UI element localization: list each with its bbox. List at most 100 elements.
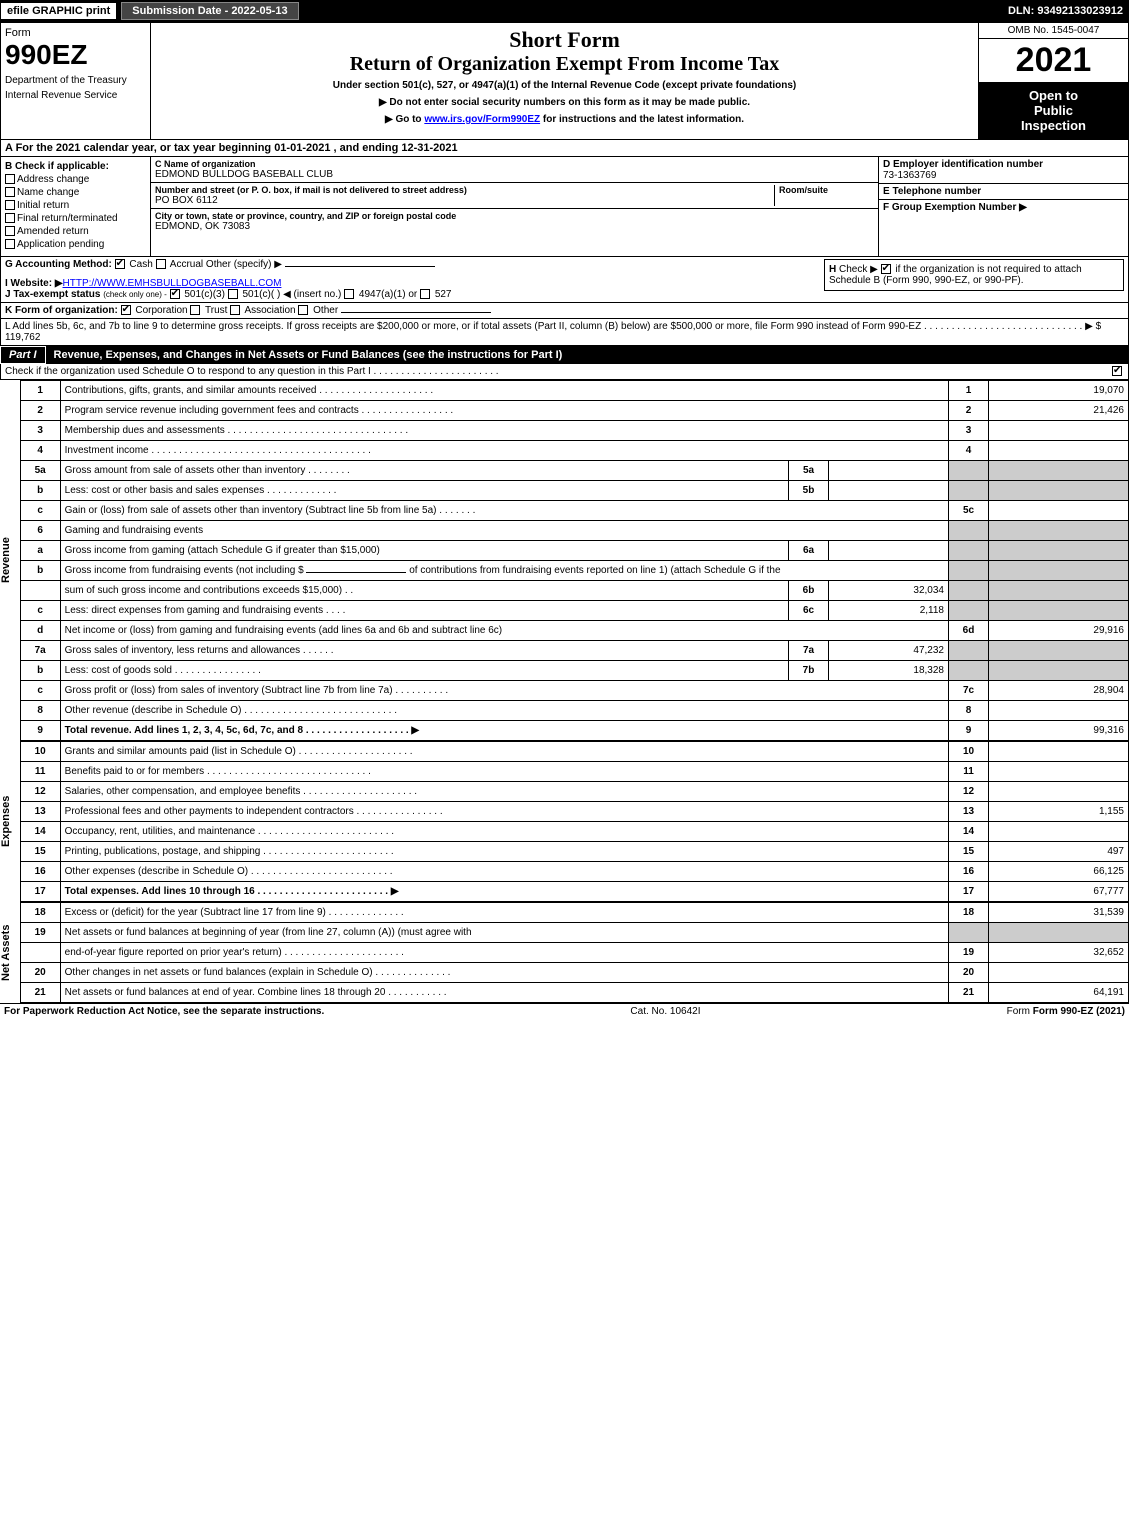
- grey-cell: [949, 923, 989, 943]
- line-rval: 29,916: [989, 621, 1129, 641]
- check-item-label: Name change: [17, 187, 79, 198]
- line-5c: cGain or (loss) from sale of assets othe…: [20, 501, 1128, 521]
- irs-link[interactable]: www.irs.gov/Form990EZ: [424, 114, 540, 125]
- line-rval: [989, 501, 1129, 521]
- line-8: 8Other revenue (describe in Schedule O) …: [20, 701, 1128, 721]
- line-subval: [829, 481, 949, 501]
- line-rnum: 21: [949, 983, 989, 1003]
- line-desc: Other changes in net assets or fund bala…: [60, 963, 948, 983]
- line-rval: [989, 441, 1129, 461]
- section-ghij: G Accounting Method: Cash Accrual Other …: [0, 257, 1129, 303]
- grey-cell: [989, 601, 1129, 621]
- line-rval: 66,125: [989, 862, 1129, 882]
- check-item-label: Final return/terminated: [17, 213, 118, 224]
- checkbox-501c3-icon[interactable]: [170, 289, 180, 299]
- checkbox-icon[interactable]: [5, 239, 15, 249]
- line-6b-1: bGross income from fundraising events (n…: [20, 561, 1128, 581]
- header-center: Short Form Return of Organization Exempt…: [151, 23, 978, 139]
- line-rval: [989, 963, 1129, 983]
- line-desc: Less: cost of goods sold . . . . . . . .…: [60, 661, 788, 681]
- blank-line: [306, 572, 406, 573]
- checkbox-assoc-icon[interactable]: [230, 305, 240, 315]
- org-name: EDMOND BULLDOG BASEBALL CLUB: [155, 169, 874, 180]
- line-rnum: 5c: [949, 501, 989, 521]
- b-label: B: [5, 161, 12, 172]
- line-rnum: 20: [949, 963, 989, 983]
- efile-label: efile GRAPHIC print: [0, 2, 117, 20]
- city-row: City or town, state or province, country…: [151, 209, 878, 234]
- tax-year: 2021: [979, 39, 1128, 82]
- telephone-label: E Telephone number: [883, 186, 1124, 197]
- line-rval: [989, 782, 1129, 802]
- check-item-label: Address change: [17, 174, 89, 185]
- line-rval: 19,070: [989, 381, 1129, 401]
- line-num: c: [20, 601, 60, 621]
- line-num-empty: [20, 581, 60, 601]
- checkbox-schedule-o-icon[interactable]: [1112, 366, 1122, 376]
- line-rval: [989, 701, 1129, 721]
- grey-cell: [949, 481, 989, 501]
- checkbox-icon[interactable]: [5, 187, 15, 197]
- open2: Public: [985, 103, 1122, 118]
- line-sub: 7a: [789, 641, 829, 661]
- open3: Inspection: [985, 118, 1122, 133]
- checkbox-accrual-icon[interactable]: [156, 259, 166, 269]
- line-rval: [989, 762, 1129, 782]
- checkbox-501c-icon[interactable]: [228, 289, 238, 299]
- part1-subtext: Check if the organization used Schedule …: [5, 366, 499, 377]
- line-desc: Printing, publications, postage, and shi…: [60, 842, 948, 862]
- line-rnum: 9: [949, 721, 989, 741]
- k-opt2: Trust: [205, 305, 227, 316]
- footer-form-ref: Form 990-EZ (2021): [1033, 1006, 1125, 1017]
- section-h: H Check ▶ if the organization is not req…: [824, 259, 1124, 291]
- line-2: 2Program service revenue including gover…: [20, 401, 1128, 421]
- line-rnum: 17: [949, 882, 989, 902]
- checkbox-icon[interactable]: [5, 200, 15, 210]
- line-sub: 6b: [789, 581, 829, 601]
- checkbox-icon[interactable]: [5, 226, 15, 236]
- line-desc: Gross income from fundraising events (no…: [60, 561, 948, 581]
- line-sub: 6a: [789, 541, 829, 561]
- checkbox-527-icon[interactable]: [420, 289, 430, 299]
- checkbox-icon[interactable]: [5, 174, 15, 184]
- line-desc: Program service revenue including govern…: [60, 401, 948, 421]
- grey-cell: [949, 581, 989, 601]
- check-address-change: Address change: [5, 174, 146, 185]
- cash-label: Cash: [129, 259, 152, 270]
- netassets-table: 18Excess or (deficit) for the year (Subt…: [20, 902, 1129, 1003]
- line-desc: sum of such gross income and contributio…: [60, 581, 788, 601]
- j-opt1: 501(c)(3): [184, 289, 225, 300]
- line-6a: aGross income from gaming (attach Schedu…: [20, 541, 1128, 561]
- dept-irs: Internal Revenue Service: [5, 90, 146, 101]
- section-c: C Name of organization EDMOND BULLDOG BA…: [151, 157, 878, 256]
- section-de: D Employer identification number 73-1363…: [878, 157, 1128, 256]
- line-desc: Other revenue (describe in Schedule O) .…: [60, 701, 948, 721]
- footer: For Paperwork Reduction Act Notice, see …: [0, 1003, 1129, 1019]
- line-num: b: [20, 481, 60, 501]
- checkbox-trust-icon[interactable]: [190, 305, 200, 315]
- room-label: Room/suite: [779, 185, 874, 195]
- total-revenue-desc: Total revenue. Add lines 1, 2, 3, 4, 5c,…: [65, 725, 419, 736]
- line-rval: 21,426: [989, 401, 1129, 421]
- section-k: K Form of organization: Corporation Trus…: [0, 303, 1129, 319]
- checkbox-h-icon[interactable]: [881, 264, 891, 274]
- line-num: 21: [20, 983, 60, 1003]
- line-rval: [989, 742, 1129, 762]
- section-a: A For the 2021 calendar year, or tax yea…: [0, 140, 1129, 157]
- line-6b-2: sum of such gross income and contributio…: [20, 581, 1128, 601]
- checkbox-cash-icon[interactable]: [115, 259, 125, 269]
- checkbox-4947-icon[interactable]: [344, 289, 354, 299]
- short-form-title: Short Form: [155, 27, 974, 53]
- total-expenses-desc: Total expenses. Add lines 10 through 16 …: [65, 886, 399, 897]
- grey-cell: [949, 641, 989, 661]
- form-title: Return of Organization Exempt From Incom…: [155, 53, 974, 76]
- grey-cell: [949, 601, 989, 621]
- checkbox-other-icon[interactable]: [298, 305, 308, 315]
- check-application-pending: Application pending: [5, 239, 146, 250]
- section-b: B Check if applicable: Address change Na…: [1, 157, 151, 256]
- line-desc: Net income or (loss) from gaming and fun…: [60, 621, 948, 641]
- checkbox-corp-icon[interactable]: [121, 305, 131, 315]
- part1-label: Part I: [0, 346, 46, 364]
- checkbox-icon[interactable]: [5, 213, 15, 223]
- header-right: OMB No. 1545-0047 2021 Open to Public In…: [978, 23, 1128, 139]
